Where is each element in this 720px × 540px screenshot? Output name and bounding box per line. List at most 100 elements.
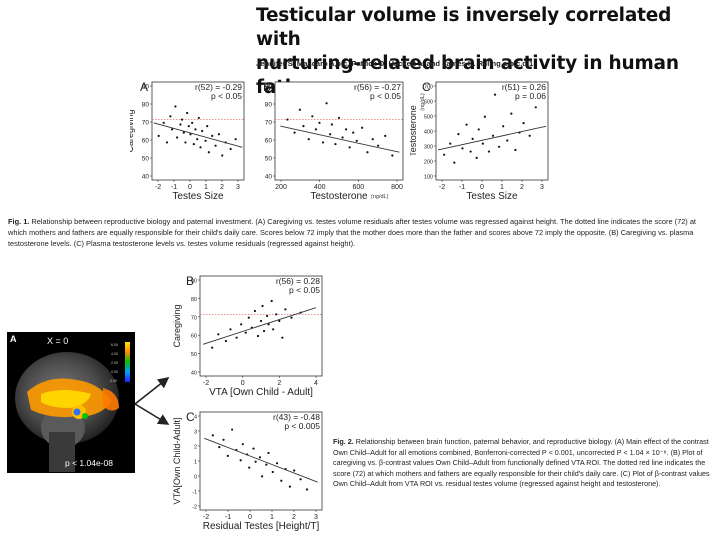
fig1-a-point — [192, 142, 195, 146]
colorbar-label-2: 2.00 — [111, 361, 118, 365]
fig2-c-point — [305, 488, 309, 491]
colorbar-label-1: 4.00 — [111, 352, 118, 356]
fig1-b-ytick-label: 60 — [265, 138, 273, 145]
fig1-a-ytick-label: 70 — [142, 120, 150, 127]
fig1-a-ytick-label: 80 — [142, 102, 150, 109]
fig1-b-xtick-label: 200 — [275, 184, 287, 191]
fig2-c-xlabel: Residual Testes [Height/T] — [203, 521, 320, 532]
fig2-c-ytick-label: 2 — [194, 445, 197, 451]
fig1-c-xtick-label: 1 — [500, 184, 504, 191]
fig2-c-point — [231, 428, 234, 431]
fig2-c-point — [226, 454, 229, 457]
fig2-b-ylabel: Caregiving — [172, 304, 182, 347]
fig1-b-point — [391, 154, 394, 157]
fig1-c-ytick-label: 500 — [424, 115, 433, 121]
fig1-c-point — [506, 139, 509, 142]
fig1-c-point — [487, 150, 491, 153]
fig2-c-xtick-label: -1 — [225, 514, 231, 521]
fig1-c-ytick-label: 400 — [424, 130, 433, 136]
fig1-a-point — [162, 121, 165, 124]
fig1-c-point — [457, 133, 460, 136]
fig2-b-fit-line — [202, 307, 317, 345]
fig2-c-point — [260, 475, 264, 478]
fig2-b-point — [217, 333, 220, 336]
fig1-b-stat-p: p < 0.05 — [370, 91, 401, 101]
fig2-c-xtick-label: 0 — [248, 514, 252, 521]
fig1-a-point — [191, 121, 194, 124]
fig1-c-point — [449, 142, 452, 145]
fig1-c-point — [510, 112, 513, 115]
fig2-c-point — [222, 438, 225, 441]
fig1-a-point — [217, 133, 221, 136]
fig2-b-xtick-label: 4 — [314, 380, 318, 387]
fig1-c-point — [528, 134, 531, 137]
fig1-c-ytick-label: 600 — [424, 100, 433, 106]
fig1-a-xtick-label: -1 — [171, 184, 177, 191]
fig1-c-point — [471, 137, 474, 141]
fig2-c-point — [288, 485, 291, 488]
fig1-b-point — [352, 131, 355, 134]
fig2-c-point — [267, 451, 270, 455]
fig1-a-stat-r: r(52) = -0.29 — [195, 82, 242, 92]
fig1-a-point — [175, 136, 179, 139]
figure2-caption-label: Fig. 2. — [333, 437, 354, 446]
fig2-c-stat-p: p < 0.005 — [284, 421, 320, 431]
fig2-c-ytick-label: 3 — [194, 430, 197, 436]
fig1-a-letter: A — [140, 80, 148, 94]
fig1-c-point — [461, 147, 464, 150]
fig1-b-point — [325, 102, 328, 105]
fig1-a-point — [207, 151, 210, 154]
fig1-a-point — [206, 125, 209, 128]
fig1-b-point — [334, 142, 337, 146]
fig1-b-point — [345, 128, 348, 131]
fig2-b-xlabel: VTA [Own Child - Adult] — [209, 387, 313, 398]
fig1-b-point — [293, 131, 296, 134]
fig1-c-ytick-label: 300 — [424, 145, 433, 151]
fig2-c-xtick-label: 2 — [292, 514, 296, 521]
paper-authors: Jennifer S. Mascaro a,b,c, Patrick D. Ha… — [256, 59, 534, 68]
fig1-c-xtick-label: -2 — [439, 184, 445, 191]
fig1-a-ytick-label: 60 — [142, 138, 150, 145]
fig1-c-stat-r: r(51) = 0.26 — [502, 82, 546, 92]
fig2-b-point — [259, 319, 263, 323]
fig2-b-point — [278, 319, 281, 323]
fig1-a-point — [196, 138, 199, 141]
fig1-c-fit-line — [437, 125, 547, 151]
brain-scan: A X = 0 6.00 4.00 2.00 0.00 -2.00 p < 1.… — [7, 332, 135, 473]
fig2-b-point — [272, 328, 275, 331]
fig1-a-point — [186, 111, 189, 115]
fig2-b-letter: B — [186, 274, 194, 288]
fig1-b-ytick-label: 80 — [265, 102, 273, 109]
fig1-b-ytick-label: 70 — [265, 120, 273, 127]
fig1-a-point — [174, 105, 177, 108]
fig1-b-point — [330, 123, 333, 126]
fig2-b-point — [261, 304, 264, 308]
fig2-b-point — [247, 316, 250, 319]
fig1-c-stat-p: p = 0.06 — [515, 91, 546, 101]
fig1-b-ytick-label: 40 — [265, 174, 273, 181]
fig1-c-point — [534, 106, 537, 109]
fig1-b-stat-r: r(56) = -0.27 — [354, 82, 401, 92]
fig2-b-xtick-label: 0 — [241, 380, 245, 387]
fig1-c-point — [491, 134, 495, 137]
fig2-b-point — [229, 328, 232, 331]
fig2-c-ytick-label: -1 — [192, 490, 197, 496]
fig2-c-xtick-label: 1 — [270, 514, 274, 521]
fig1-c-point — [483, 115, 486, 118]
fig1-c-ytick-label: 700 — [424, 85, 433, 91]
fig2-c-point — [241, 443, 244, 446]
fig1-b-point — [318, 121, 321, 124]
fig2-b-ytick-label: 80 — [191, 297, 197, 303]
fig1-c-axes-frame — [435, 81, 549, 181]
brain-slice-label: X = 0 — [47, 336, 68, 346]
fig1-a-ytick-label: 90 — [142, 84, 150, 91]
fig1-b-ytick-label: 50 — [265, 156, 273, 163]
fig2-b-point — [281, 336, 284, 339]
fig1-c-xlabel: Testes Size — [466, 191, 518, 202]
fig1-b-point — [311, 115, 314, 118]
fig1-a-point — [157, 134, 160, 137]
fig1-b-point — [384, 134, 387, 137]
